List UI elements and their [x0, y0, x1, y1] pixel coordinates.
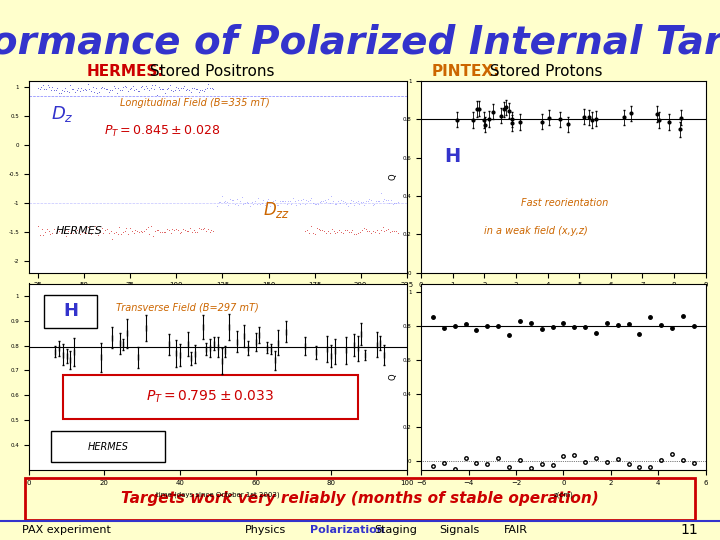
FancyBboxPatch shape	[25, 478, 695, 520]
Text: $D_z$: $D_z$	[52, 104, 74, 124]
Text: HERMES: HERMES	[88, 442, 129, 451]
Text: Targets work very reliably (months of stable operation): Targets work very reliably (months of st…	[121, 491, 599, 507]
Y-axis label: Q: Q	[388, 173, 397, 180]
Text: H: H	[63, 302, 78, 320]
FancyBboxPatch shape	[52, 431, 165, 462]
Text: Signals: Signals	[439, 525, 480, 535]
Text: Stored Positrons: Stored Positrons	[145, 64, 275, 79]
Text: Physics: Physics	[245, 525, 286, 535]
Text: PINTEX:: PINTEX:	[432, 64, 500, 79]
FancyBboxPatch shape	[44, 295, 96, 328]
FancyBboxPatch shape	[63, 375, 358, 420]
Text: HERMES: HERMES	[55, 226, 102, 237]
Text: in a weak field (x,y,z): in a weak field (x,y,z)	[484, 226, 588, 237]
X-axis label: time (days since October 1st 2003): time (days since October 1st 2003)	[156, 491, 279, 497]
X-axis label: z(cm): z(cm)	[554, 491, 573, 497]
Text: Staging: Staging	[374, 525, 418, 535]
Text: H: H	[444, 146, 460, 166]
Y-axis label: Q: Q	[388, 373, 397, 380]
Text: Polarization: Polarization	[310, 525, 384, 535]
Text: Longitudinal Field (B=335 mT): Longitudinal Field (B=335 mT)	[120, 98, 269, 108]
Text: 11: 11	[680, 523, 698, 537]
Text: $P_T = 0.795 \pm 0.033$: $P_T = 0.795 \pm 0.033$	[146, 389, 274, 406]
X-axis label: time (days): time (days)	[544, 294, 583, 300]
Text: Performance of Polarized Internal Targets: Performance of Polarized Internal Target…	[0, 24, 720, 62]
Text: Fast reorientation: Fast reorientation	[521, 198, 608, 207]
Text: $D_{zz}$: $D_{zz}$	[264, 200, 290, 220]
Text: Stored Protons: Stored Protons	[485, 64, 603, 79]
X-axis label: time (days since January 1st, 2000): time (days since January 1st, 2000)	[156, 294, 280, 300]
Text: $P_T = 0.845 \pm 0.028$: $P_T = 0.845 \pm 0.028$	[104, 124, 221, 139]
Text: FAIR: FAIR	[504, 525, 528, 535]
Text: HERMES:: HERMES:	[86, 64, 164, 79]
Text: Transverse Field (B=297 mT): Transverse Field (B=297 mT)	[116, 302, 258, 313]
Text: PAX experiment: PAX experiment	[22, 525, 110, 535]
